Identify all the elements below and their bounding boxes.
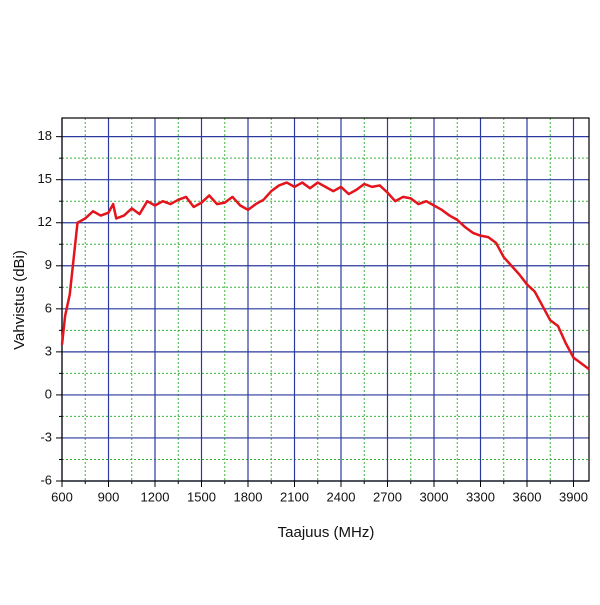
y-tick-label: 18 — [38, 128, 52, 143]
y-tick-label: -6 — [40, 472, 52, 487]
y-tick-label: 6 — [45, 300, 52, 315]
x-tick-label: 2400 — [327, 489, 356, 504]
y-tick-label: 3 — [45, 343, 52, 358]
x-tick-label: 3000 — [420, 489, 449, 504]
y-tick-label: 15 — [38, 171, 52, 186]
x-tick-label: 1200 — [141, 489, 170, 504]
y-tick-label: 0 — [45, 386, 52, 401]
x-tick-label: 3600 — [513, 489, 542, 504]
x-axis-label: Taajuus (MHz) — [278, 524, 375, 541]
x-tick-label: 3300 — [466, 489, 495, 504]
x-tick-label: 2700 — [373, 489, 402, 504]
plot-frame — [61, 117, 590, 482]
x-tick-label: 3900 — [559, 489, 588, 504]
data-line — [60, 181, 590, 371]
y-tick-label: 12 — [38, 214, 52, 229]
y-axis-label: Vahvistus (dBi) — [11, 250, 28, 350]
x-tick-label: 2100 — [280, 489, 309, 504]
x-tick-label: 1500 — [187, 489, 216, 504]
x-tick-label: 900 — [98, 489, 120, 504]
x-tick-label: 1800 — [234, 489, 263, 504]
y-tick-label: 9 — [45, 257, 52, 272]
y-tick-label: -3 — [40, 429, 52, 444]
x-tick-label: 600 — [51, 489, 73, 504]
